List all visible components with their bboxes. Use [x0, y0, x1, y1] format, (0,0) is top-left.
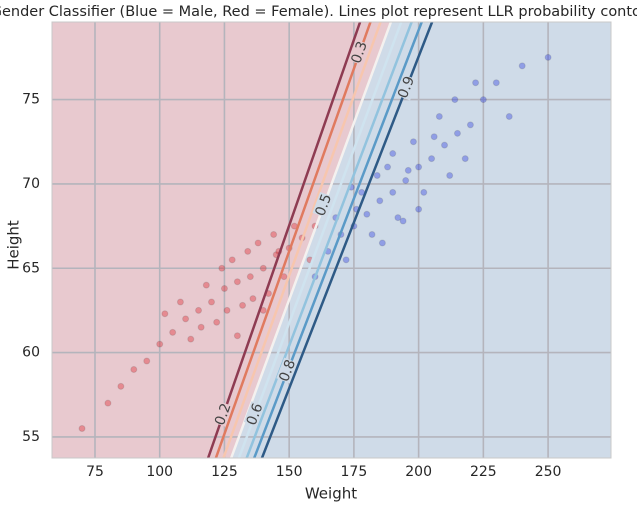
point — [187, 335, 195, 343]
y-tick-label: 60 — [22, 345, 40, 361]
x-tick-label: 200 — [405, 464, 432, 480]
contour-line — [214, 22, 372, 458]
x-tick-label: 150 — [276, 464, 303, 480]
point — [479, 96, 487, 104]
point — [492, 79, 500, 87]
point — [220, 284, 228, 292]
point — [415, 163, 423, 171]
point — [218, 264, 226, 272]
y-axis-label: Height — [5, 220, 23, 270]
point — [461, 155, 469, 163]
x-tick-label: 225 — [470, 464, 497, 480]
point — [453, 129, 461, 137]
point — [518, 62, 526, 70]
x-tick-label: 75 — [86, 464, 104, 480]
point — [399, 217, 407, 225]
point — [143, 357, 151, 365]
point — [228, 256, 236, 264]
point — [420, 188, 428, 196]
point — [270, 231, 278, 239]
point — [376, 197, 384, 205]
point — [544, 53, 552, 61]
contour-label: 0.3 — [348, 39, 371, 65]
point — [104, 399, 112, 407]
point — [409, 138, 417, 146]
point — [342, 256, 350, 264]
y-tick-label: 75 — [22, 92, 40, 108]
x-tick-label: 125 — [211, 464, 238, 480]
x-tick-label: 175 — [341, 464, 368, 480]
contour-line — [245, 22, 413, 458]
point — [207, 298, 215, 306]
point — [368, 231, 376, 239]
y-tick-label: 55 — [22, 429, 40, 445]
point — [402, 177, 410, 185]
point — [430, 133, 438, 141]
point — [435, 112, 443, 120]
point — [176, 298, 184, 306]
point — [415, 205, 423, 213]
plot: 0.20.30.50.60.80.9 — [52, 22, 611, 458]
point — [378, 239, 386, 247]
region-female — [52, 22, 391, 458]
point — [246, 273, 254, 281]
point — [428, 155, 436, 163]
point — [78, 424, 86, 432]
point — [244, 247, 252, 255]
point — [195, 306, 203, 314]
point — [389, 150, 397, 158]
point — [254, 239, 262, 247]
point — [233, 278, 241, 286]
point — [156, 340, 164, 348]
point — [446, 171, 454, 179]
point — [202, 281, 210, 289]
y-tick-label: 65 — [22, 260, 40, 276]
point — [389, 188, 397, 196]
point — [161, 310, 169, 318]
point — [239, 301, 247, 309]
contour-line — [229, 22, 393, 458]
point — [197, 323, 205, 331]
point — [373, 171, 381, 179]
point — [404, 166, 412, 174]
x-axis-label: Weight — [305, 485, 357, 503]
contour-label: 0.9 — [395, 74, 418, 101]
x-tick-label: 100 — [146, 464, 173, 480]
point — [441, 141, 449, 149]
point — [394, 214, 402, 222]
contour-label-bg — [348, 39, 371, 66]
chart-title: Gender Classifier (Blue = Male, Red = Fe… — [0, 4, 637, 20]
point — [182, 315, 190, 323]
point — [233, 332, 241, 340]
point — [384, 163, 392, 171]
point — [363, 210, 371, 218]
point — [169, 328, 177, 336]
point — [117, 382, 125, 390]
contour-line — [206, 22, 362, 458]
contour-line — [222, 22, 382, 458]
point — [505, 112, 513, 120]
point — [466, 121, 474, 129]
point — [472, 79, 480, 87]
x-tick-label: 250 — [535, 464, 562, 480]
point — [259, 264, 267, 272]
point — [213, 318, 221, 326]
plot-frame — [51, 21, 612, 459]
contour-label-bg — [395, 74, 419, 101]
point — [249, 295, 257, 303]
point — [130, 365, 138, 373]
point — [223, 306, 231, 314]
contour-line — [237, 22, 403, 458]
y-tick-label: 70 — [22, 176, 40, 192]
point — [451, 96, 459, 104]
contour-line — [253, 22, 423, 458]
